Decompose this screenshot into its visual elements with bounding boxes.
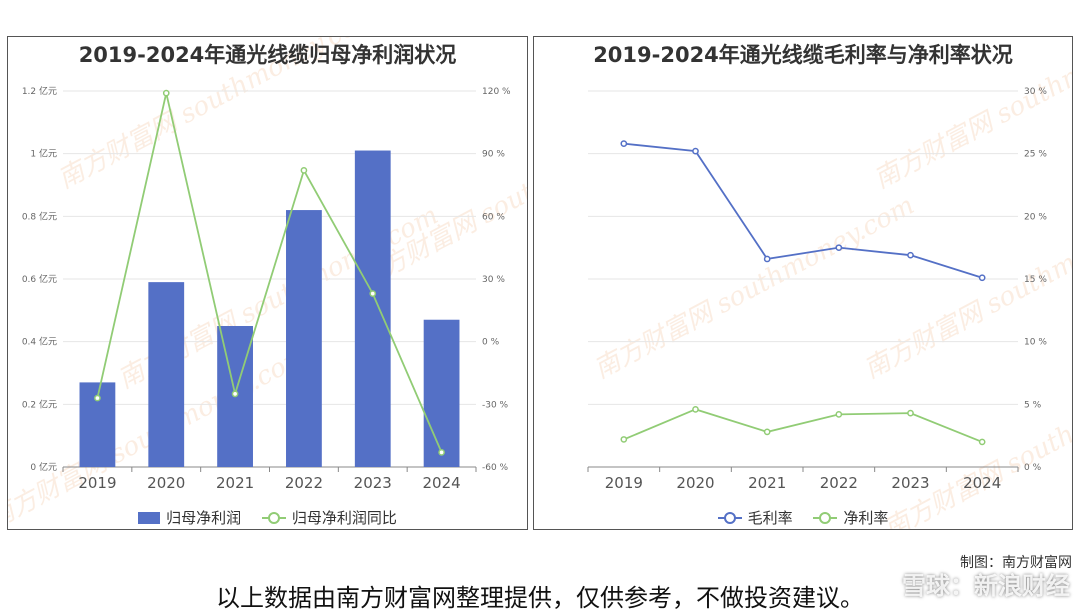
y-right-tick-label: 5 % [1024, 400, 1042, 410]
y-left-tick-label: 0.2 亿元 [22, 398, 57, 410]
y-right-tick-label: 20 % [1024, 212, 1047, 222]
legend-line-swatch [261, 511, 286, 524]
legend-label: 净利率 [843, 509, 889, 527]
brand-watermark: 雪球：新浪财经 [902, 572, 1070, 600]
legend-item-net-profit[interactable]: 归母净利润 [138, 507, 241, 528]
legend-label: 归母净利润同比 [291, 509, 397, 527]
point-归母净利润同比-2024 [438, 449, 445, 456]
legend-label: 毛利率 [747, 509, 793, 527]
x-tick-label: 2023 [354, 474, 392, 492]
x-tick-label: 2023 [891, 474, 929, 492]
x-tick-label: 2021 [748, 474, 786, 492]
y-right-tick-label: 0 % [482, 338, 500, 348]
point-净利率-2021 [763, 428, 771, 436]
point-净利率-2024 [978, 438, 986, 446]
y-left-tick-label: 1.2 亿元 [22, 85, 57, 97]
point-毛利率-2022 [835, 244, 843, 252]
point-归母净利润同比-2020 [162, 89, 170, 97]
y-right-tick-label: 25 % [1024, 150, 1047, 160]
point-归母净利润同比-2022 [300, 167, 308, 174]
y-left-tick-label: 0.6 亿元 [22, 273, 57, 285]
legend-line-swatch [717, 511, 742, 524]
x-tick-label: 2020 [676, 474, 714, 492]
point-净利率-2019 [620, 436, 628, 443]
point-毛利率-2020 [692, 147, 699, 155]
y-right-tick-label: 90 % [482, 150, 505, 160]
y-left-tick-label: 0.4 亿元 [22, 336, 57, 348]
legend-item-net-margin[interactable]: 净利率 [813, 507, 888, 528]
x-tick-label: 2019 [605, 474, 643, 492]
legend-bar-swatch [138, 511, 161, 524]
y-right-tick-label: 15 % [1024, 275, 1047, 285]
y-right-tick-label: 0 % [1024, 463, 1042, 473]
point-毛利率-2021 [763, 255, 771, 263]
point-毛利率-2024 [978, 274, 986, 282]
x-tick-label: 2021 [216, 474, 254, 492]
x-tick-label: 2022 [285, 474, 323, 492]
x-tick-label: 2024 [963, 474, 1001, 492]
legend-item-gross-margin[interactable]: 毛利率 [717, 507, 793, 528]
x-tick-label: 2022 [820, 474, 858, 492]
point-归母净利润同比-2021 [231, 390, 239, 398]
y-right-tick-label: 30 % [482, 275, 505, 285]
disclaimer-note: 以上数据由南方财富网整理提供，仅供参考，不做投资建议。 [216, 584, 864, 612]
left-chart-title: 2019-2024年通光线缆归母净利润状况 [78, 43, 457, 67]
legend-item-net-profit-yoy[interactable]: 归母净利润同比 [261, 507, 397, 528]
left-chart-panel: 南方财富网 southmoney.com 南方财富网 southmoney.co… [7, 36, 528, 530]
chart-credit: 制图：南方财富网 [960, 555, 1072, 571]
legend-label: 归母净利润 [166, 509, 242, 527]
point-净利率-2020 [692, 405, 699, 413]
left-chart-legend: 归母净利润 归母净利润同比 [8, 507, 527, 528]
x-tick-label: 2020 [147, 474, 185, 492]
point-毛利率-2019 [620, 140, 628, 147]
series-line-归母净利润同比 [96, 92, 443, 453]
series-line-毛利率 [623, 142, 983, 279]
right-chart-panel: 南方财富网 southmoney.com 南方财富网 southmoney.co… [533, 36, 1073, 530]
y-right-tick-label: 10 % [1024, 338, 1047, 348]
bar-2023 [354, 150, 391, 467]
y-right-tick-label: -30 % [482, 400, 509, 410]
y-right-tick-label: 30 % [1024, 87, 1047, 97]
right-chart-legend: 毛利率 净利率 [534, 507, 1072, 528]
y-left-tick-label: 0.8 亿元 [22, 210, 57, 222]
legend-line-swatch [813, 511, 838, 524]
x-tick-label: 2024 [422, 474, 460, 492]
point-净利率-2022 [835, 411, 843, 418]
y-right-tick-label: 60 % [482, 212, 505, 222]
y-right-tick-label: -60 % [482, 463, 509, 473]
right-chart-plot: 2019 2020 2021 2022 2023 2024 0 % 5 % 10 % 15 % 20… [587, 87, 1047, 492]
point-毛利率-2023 [907, 251, 914, 259]
y-left-tick-label: 0 亿元 [30, 461, 57, 473]
point-净利率-2023 [907, 409, 914, 417]
right-chart-title: 2019-2024年通光线缆毛利率与净利率状况 [593, 43, 1013, 67]
y-left-tick-label: 1 亿元 [30, 148, 57, 160]
point-归母净利润同比-2019 [94, 394, 101, 402]
series-line-净利率 [623, 408, 983, 443]
bar-2024 [423, 319, 460, 467]
point-归母净利润同比-2023 [369, 290, 377, 297]
left-chart-plot: 2019 2020 2021 2022 2023 2024 0 亿元 0.2 亿元 0.4 亿元… [22, 85, 511, 492]
x-tick-label: 2019 [78, 474, 116, 492]
y-right-tick-label: 120 % [482, 87, 511, 97]
bar-2020 [148, 282, 185, 467]
bar-2022 [286, 210, 322, 468]
